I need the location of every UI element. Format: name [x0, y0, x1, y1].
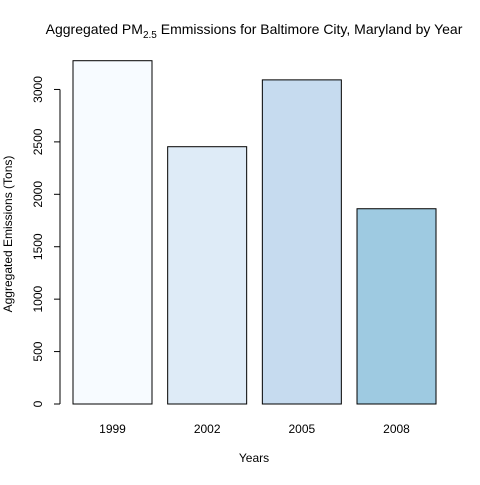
- y-tick-label-2000: 2000: [31, 181, 45, 208]
- x-tick-label-1999: 1999: [99, 422, 126, 436]
- bars-layer: [72, 60, 437, 405]
- y-tick-label-500: 500: [31, 341, 45, 361]
- y-tick-label-1000: 1000: [31, 285, 45, 312]
- chart-title-prefix: Aggregated PM: [46, 21, 143, 37]
- x-axis-labels: 1999 2002 2005 2008: [99, 422, 410, 436]
- bar-2005: [261, 79, 342, 405]
- bar-2002: [167, 146, 248, 405]
- chart-title-subscript: 2.5: [143, 30, 157, 41]
- chart-title-suffix: Emmissions for Baltimore City, Maryland …: [157, 21, 463, 37]
- bar-1999: [72, 60, 153, 405]
- y-tick-label-0: 0: [31, 400, 45, 407]
- y-tick-label-1500: 1500: [31, 233, 45, 260]
- x-tick-label-2008: 2008: [383, 422, 410, 436]
- x-tick-label-2002: 2002: [194, 422, 221, 436]
- bar-2008: [356, 208, 437, 405]
- y-tick-label-3000: 3000: [31, 76, 45, 103]
- x-axis-title: Years: [239, 451, 269, 465]
- chart-title: Aggregated PM2.5 Emmissions for Baltimor…: [46, 21, 463, 41]
- y-axis: 0 500 1000 1500 2000 2500 3000: [31, 76, 61, 407]
- y-axis-title: Aggregated Emissions (Tons): [1, 156, 15, 313]
- y-tick-label-2500: 2500: [31, 128, 45, 155]
- x-tick-label-2005: 2005: [288, 422, 315, 436]
